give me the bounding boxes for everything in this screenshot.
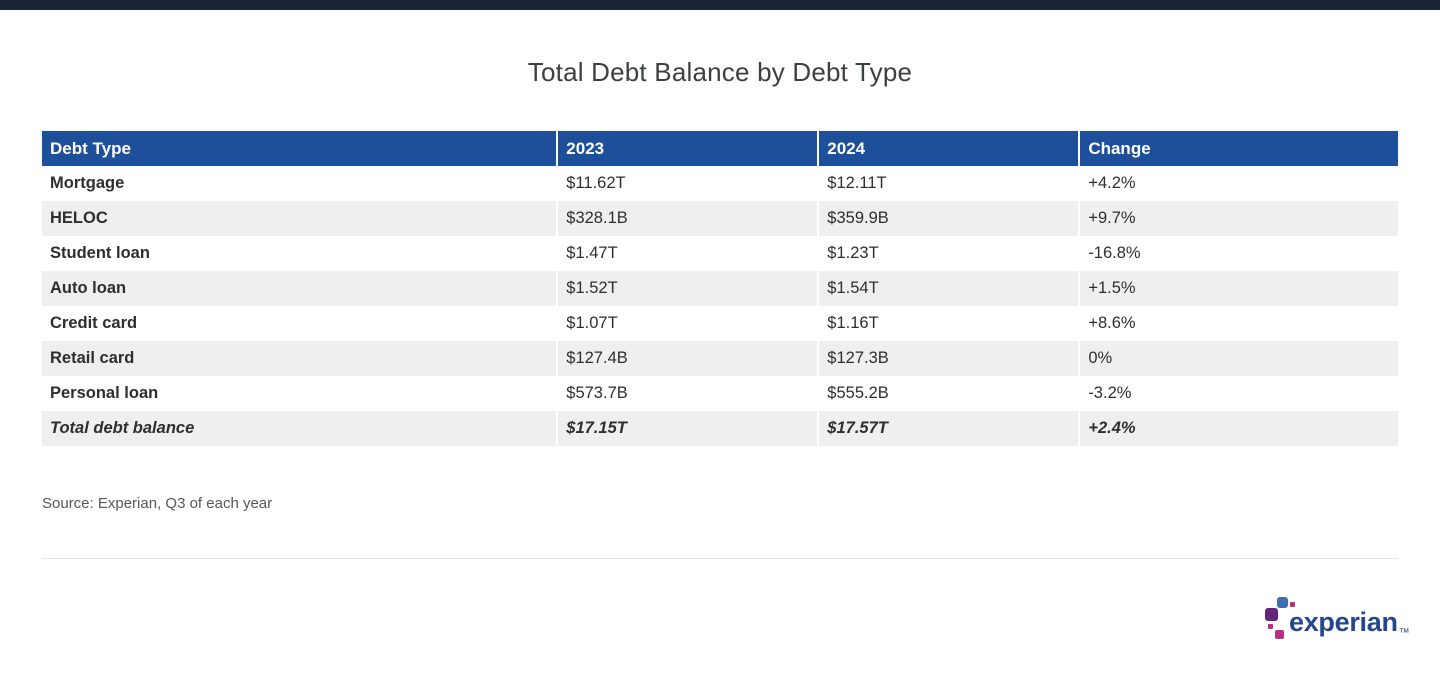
table-row: Credit card $1.07T $1.16T +8.6% (42, 306, 1398, 341)
debt-table-container: Debt Type 2023 2024 Change Mortgage $11.6… (42, 131, 1398, 446)
value-2024-cell: $1.54T (817, 271, 1080, 306)
value-2024-cell: $1.16T (817, 306, 1080, 341)
change-cell: +8.6% (1078, 306, 1398, 341)
footer-divider (42, 558, 1398, 559)
table-row: Retail card $127.4B $127.3B 0% (42, 341, 1398, 376)
page-title: Total Debt Balance by Debt Type (527, 57, 913, 87)
top-bar (0, 0, 1440, 10)
value-2024-cell: $1.23T (817, 236, 1080, 271)
logo-magenta-small-icon (1290, 602, 1295, 607)
value-2024-cell: $555.2B (817, 376, 1080, 411)
debt-type-cell: Total debt balance (42, 411, 558, 446)
value-2023-cell: $573.7B (556, 376, 819, 411)
debt-type-cell: Retail card (42, 341, 558, 376)
column-header-change: Change (1078, 131, 1398, 166)
change-cell: +4.2% (1078, 166, 1398, 201)
table-row: HELOC $328.1B $359.9B +9.7% (42, 201, 1398, 236)
debt-type-cell: Personal loan (42, 376, 558, 411)
table-total-row: Total debt balance $17.15T $17.57T +2.4% (42, 411, 1398, 446)
debt-type-cell: Credit card (42, 306, 558, 341)
experian-wordmark: experian™ (1289, 607, 1410, 639)
change-cell: +2.4% (1078, 411, 1398, 446)
value-2024-cell: $359.9B (817, 201, 1080, 236)
change-cell: -3.2% (1078, 376, 1398, 411)
value-2023-cell: $17.15T (556, 411, 819, 446)
value-2024-cell: $12.11T (817, 166, 1080, 201)
value-2023-cell: $11.62T (556, 166, 819, 201)
column-header-2023: 2023 (556, 131, 819, 166)
value-2023-cell: $127.4B (556, 341, 819, 376)
value-2023-cell: $328.1B (556, 201, 819, 236)
logo-magenta-dot-icon (1268, 624, 1273, 629)
change-cell: +1.5% (1078, 271, 1398, 306)
table-header: Debt Type 2023 2024 Change (42, 131, 1398, 166)
column-header-2024: 2024 (817, 131, 1080, 166)
value-2023-cell: $1.47T (556, 236, 819, 271)
table-row: Auto loan $1.52T $1.54T +1.5% (42, 271, 1398, 306)
column-header-debt-type: Debt Type (42, 131, 558, 166)
change-cell: +9.7% (1078, 201, 1398, 236)
table-header-row: Debt Type 2023 2024 Change (42, 131, 1398, 166)
trademark-symbol: ™ (1398, 627, 1410, 639)
debt-table: Debt Type 2023 2024 Change Mortgage $11.6… (42, 131, 1398, 446)
table-row: Personal loan $573.7B $555.2B -3.2% (42, 376, 1398, 411)
logo-magenta-square-icon (1275, 630, 1284, 639)
debt-type-cell: Auto loan (42, 271, 558, 306)
table-row: Mortgage $11.62T $12.11T +4.2% (42, 166, 1398, 201)
table-body: Mortgage $11.62T $12.11T +4.2% HELOC $328.1B $… (42, 166, 1398, 446)
logo-purple-square-icon (1265, 608, 1278, 621)
value-2023-cell: $1.52T (556, 271, 819, 306)
value-2023-cell: $1.07T (556, 306, 819, 341)
experian-logo: experian™ (1262, 592, 1410, 646)
logo-blue-square-icon (1277, 597, 1288, 608)
value-2024-cell: $17.57T (817, 411, 1080, 446)
debt-type-cell: Mortgage (42, 166, 558, 201)
source-note: Source: Experian, Q3 of each year (42, 495, 273, 512)
table-row: Student loan $1.47T $1.23T -16.8% (42, 236, 1398, 271)
value-2024-cell: $127.3B (817, 341, 1080, 376)
debt-type-cell: HELOC (42, 201, 558, 236)
change-cell: -16.8% (1078, 236, 1398, 271)
debt-type-cell: Student loan (42, 236, 558, 271)
change-cell: 0% (1078, 341, 1398, 376)
